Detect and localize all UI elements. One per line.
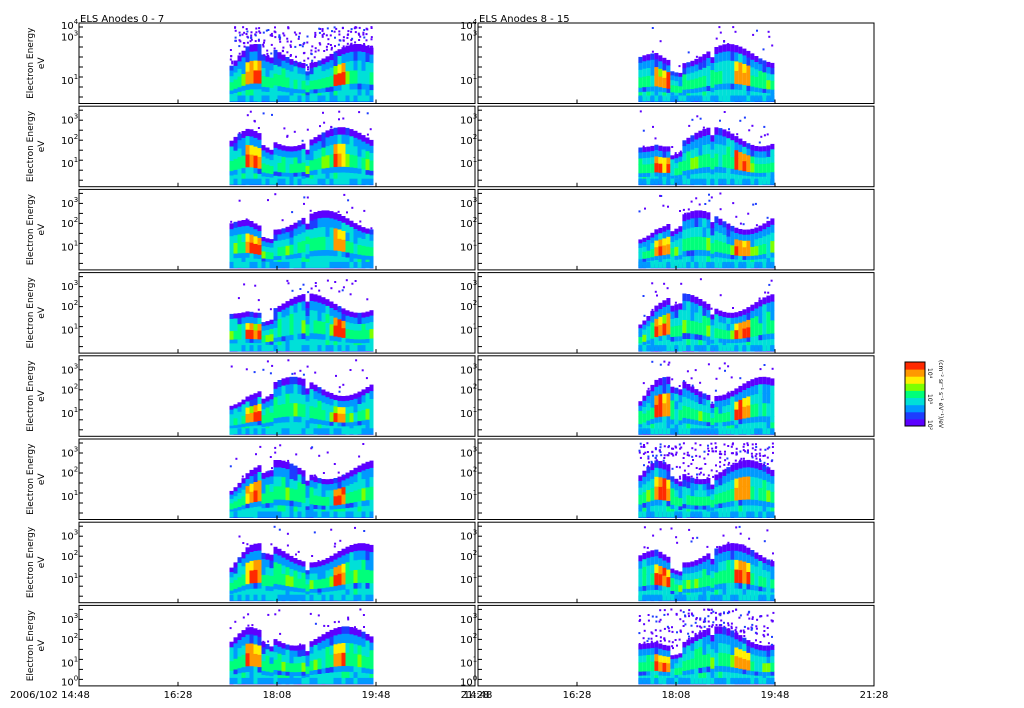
colorbar: 10⁴ 10³ 10² (cm⁻² sr⁻¹ s⁻¹ eV⁻¹)/eV bbox=[904, 360, 944, 431]
y-axis-label: Electron Energy bbox=[26, 27, 36, 99]
x-tick-label: 19:48 bbox=[761, 690, 790, 701]
x-tick-label: 19:48 bbox=[362, 690, 391, 701]
y-tick-label: 103 bbox=[61, 446, 78, 460]
spectrogram-image bbox=[229, 193, 374, 269]
y-tick-label: 100 bbox=[61, 675, 78, 689]
y-axis-label: Electron Energy bbox=[26, 526, 36, 598]
column-title-left: ELS Anodes 0 - 7 bbox=[80, 14, 164, 25]
y-tick-label: 101 bbox=[61, 406, 78, 420]
y-axis-unit: eV bbox=[37, 639, 47, 652]
y-axis-unit: eV bbox=[37, 223, 47, 236]
y-axis-label: Electron Energy bbox=[26, 609, 36, 681]
panel-c0-r2: 103 102 101 Electron Energy eV bbox=[26, 188, 476, 271]
spectrogram-image bbox=[638, 360, 775, 435]
colorbar-tick: 10³ bbox=[926, 394, 933, 405]
y-axis-unit: eV bbox=[37, 306, 47, 319]
spectrogram-image bbox=[638, 26, 775, 102]
y-tick-label: 102 bbox=[61, 299, 78, 313]
colorbar-tick: 10² bbox=[926, 420, 933, 431]
spectrogram-image bbox=[638, 110, 775, 186]
y-tick-label: 103 bbox=[61, 279, 78, 293]
y-tick-label: 102 bbox=[61, 549, 78, 563]
spectrogram-image bbox=[229, 110, 374, 186]
x-tick-label: 16:28 bbox=[563, 690, 592, 701]
y-axis-unit: eV bbox=[37, 57, 47, 70]
y-tick-label: 100 bbox=[460, 675, 477, 689]
spectrogram-image bbox=[229, 443, 374, 518]
spectrogram-image bbox=[229, 26, 374, 102]
y-tick-label: 101 bbox=[61, 655, 78, 669]
y-tick-label: 102 bbox=[61, 632, 78, 646]
x-tick-label: 18:08 bbox=[263, 690, 292, 701]
y-axis-label: Electron Energy bbox=[26, 110, 36, 182]
y-axis-label: Electron Energy bbox=[26, 443, 36, 515]
spectrogram-image bbox=[638, 608, 775, 685]
y-tick-label: 102 bbox=[61, 216, 78, 230]
panel-c0-r7: 103 102 101 100 Electron Energy eV bbox=[26, 604, 476, 689]
y-tick-label: 103 bbox=[61, 529, 78, 543]
panel-c0-r6: 103 102 101 Electron Energy eV bbox=[26, 521, 476, 604]
colorbar-label: (cm⁻² sr⁻¹ s⁻¹ eV⁻¹)/eV bbox=[937, 360, 944, 429]
colorbar-tick: 10⁴ bbox=[926, 368, 933, 379]
y-tick-label: 102 bbox=[61, 382, 78, 396]
spectrogram-image bbox=[229, 279, 374, 352]
y-tick-label: 101 bbox=[61, 73, 78, 87]
panel-c0-r1: 103 102 101 Electron Energy eV bbox=[26, 105, 476, 188]
column-title-right: ELS Anodes 8 - 15 bbox=[479, 14, 570, 25]
spectrogram-image bbox=[229, 359, 374, 435]
spectrogram-image bbox=[229, 525, 374, 602]
spectrogram-image bbox=[638, 278, 775, 352]
y-tick-label: 103 bbox=[61, 362, 78, 376]
x-tick-label: 2006/102 14:48 bbox=[10, 690, 90, 701]
y-tick-label: 101 bbox=[61, 489, 78, 503]
y-axis-label: Electron Energy bbox=[26, 277, 36, 349]
x-tick-label: 16:28 bbox=[164, 690, 193, 701]
panel-c0-r3: 103 102 101 Electron Energy eV bbox=[26, 272, 476, 354]
y-tick-label: 101 bbox=[61, 239, 78, 253]
panel-c0-r4: 103 102 101 Electron Energy eV bbox=[26, 355, 476, 437]
y-tick-label: 103 bbox=[61, 30, 78, 44]
spectrogram-image bbox=[638, 525, 775, 602]
y-axis-unit: eV bbox=[37, 389, 47, 402]
spectrogram-image bbox=[229, 608, 374, 685]
y-axis-label: Electron Energy bbox=[26, 193, 36, 265]
y-tick-label: 101 bbox=[61, 323, 78, 337]
y-axis-unit: eV bbox=[37, 140, 47, 153]
x-tick-label: 14:48 bbox=[464, 690, 493, 701]
y-tick-label: 101 bbox=[61, 156, 78, 170]
x-tick-label: 18:08 bbox=[662, 690, 691, 701]
y-tick-label: 101 bbox=[61, 572, 78, 586]
y-tick-label: 102 bbox=[61, 133, 78, 147]
spectrogram-image bbox=[638, 192, 775, 269]
y-tick-label: 102 bbox=[61, 466, 78, 480]
x-tick-label: 21:28 bbox=[860, 690, 889, 701]
panel-c0-r5: 103 102 101 Electron Energy eV bbox=[26, 438, 476, 520]
x-tick-label: 21:28 bbox=[461, 690, 490, 701]
y-axis-label: Electron Energy bbox=[26, 360, 36, 432]
y-axis-unit: eV bbox=[37, 473, 47, 486]
y-tick-label: 103 bbox=[61, 196, 78, 210]
y-tick-label: 103 bbox=[61, 612, 78, 626]
y-tick-label: 103 bbox=[61, 113, 78, 127]
spectrogram-image bbox=[638, 442, 775, 518]
y-axis-unit: eV bbox=[37, 556, 47, 569]
